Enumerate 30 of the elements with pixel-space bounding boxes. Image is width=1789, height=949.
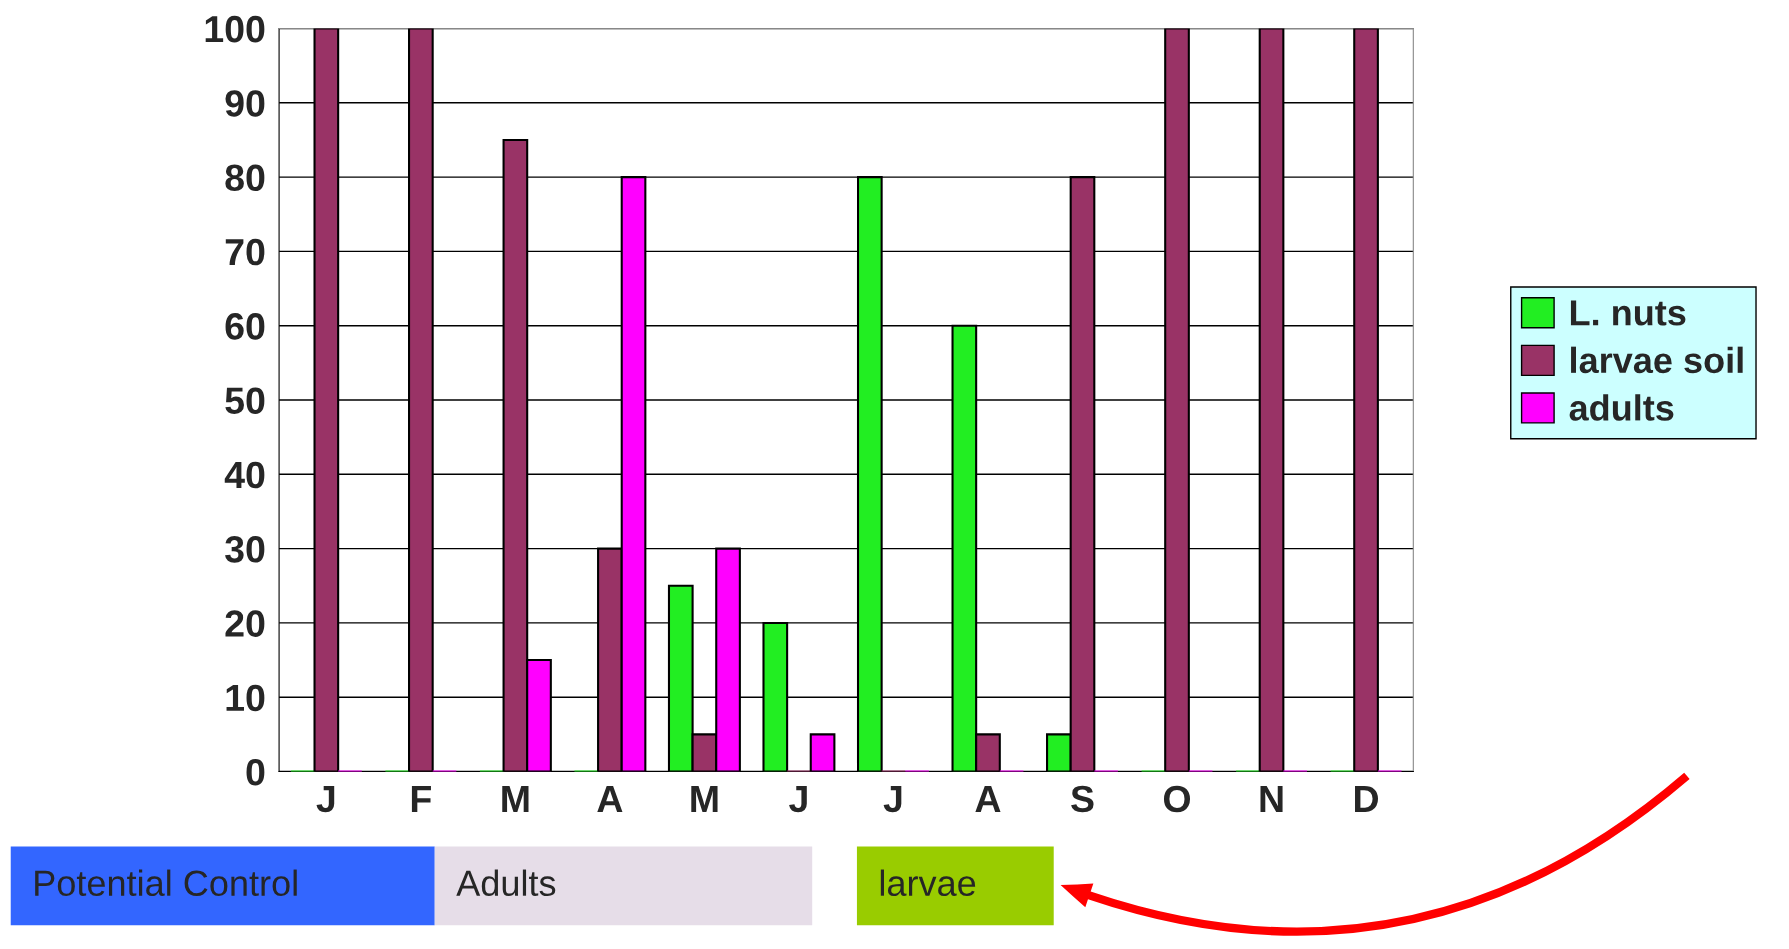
y-tick-label: 90 [225,90,265,117]
legend-label: L. nuts [1570,300,1686,326]
y-tick-label: 30 [225,536,265,563]
y-tick-label: 0 [246,758,265,786]
y-tick-label: 80 [225,164,265,192]
x-tick-label: J [316,786,335,813]
x-tick-label: J [883,786,902,813]
x-tick-label: F [411,786,431,812]
x-tick-label: J [789,786,807,813]
legend-label: adults [1569,394,1674,421]
x-tick-label: A [975,786,1001,812]
y-tick-label: 50 [225,387,265,414]
x-tick-label: M [691,786,718,812]
x-tick-label: M [502,786,529,812]
y-tick-label: 70 [225,238,265,266]
x-tick-label: N [1260,786,1283,812]
y-tick-label: 20 [225,610,265,637]
text: larvae [880,869,976,897]
y-tick-label: 60 [225,313,265,340]
y-tick-label: 100 [205,15,265,43]
x-tick-label: O [1163,785,1191,813]
text: Adults [456,869,556,897]
x-tick-label: D [1355,786,1379,812]
y-tick-label: 40 [224,461,265,489]
x-tick-label: A [597,786,623,812]
y-tick-label: 10 [226,684,265,712]
legend-label: larvae soil [1571,346,1743,374]
bar [809,733,836,772]
text: Potential Control [35,869,297,897]
x-tick-label: S [1071,785,1094,813]
